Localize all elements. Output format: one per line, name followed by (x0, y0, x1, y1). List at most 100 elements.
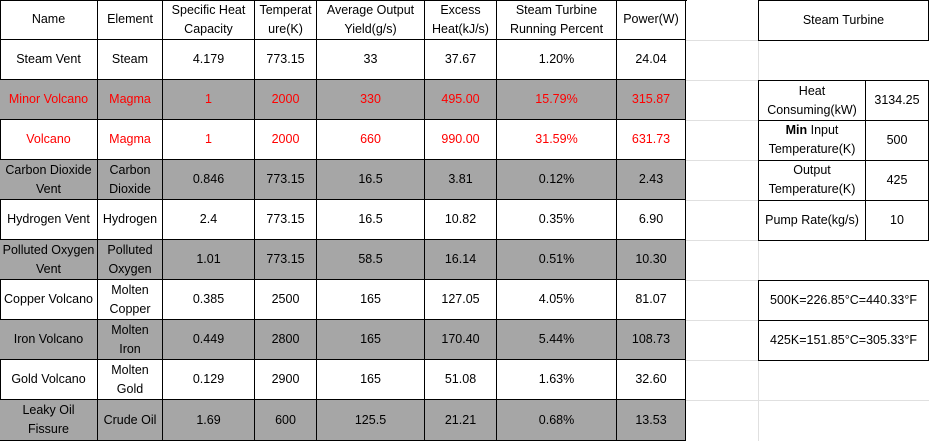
cell-text: 21.21 (444, 412, 477, 427)
cell-text: 127.05 (441, 292, 480, 306)
cell-text: 425 (886, 172, 908, 187)
data-cell: Molten Copper (98, 280, 163, 320)
data-cell: 21.21 (425, 400, 497, 441)
data-cell: 125.5 (317, 400, 425, 441)
data-cell: 2.43 (617, 160, 686, 200)
cell-text: 773.15 (266, 252, 305, 266)
data-cell: 990.00 (425, 120, 497, 160)
data-cell: 660 (317, 120, 425, 160)
cell-text: 773.15 (266, 172, 305, 186)
cell-text: 1 (205, 92, 212, 106)
param-value: 10 (866, 200, 929, 241)
cell-text: 2.4 (199, 212, 218, 226)
data-cell: 127.05 (425, 280, 497, 320)
cell-text: 15.79% (535, 92, 578, 106)
data-cell: 6.90 (617, 200, 686, 240)
data-cell: 0.385 (163, 280, 255, 320)
cell-text: Magma (109, 132, 151, 146)
data-cell: Molten Gold (98, 360, 163, 400)
label-text: Pump Rate(kg/s) (765, 211, 859, 230)
cell-text: Specific Heat Capacity (171, 2, 246, 36)
data-cell: 2.4 (163, 200, 255, 240)
data-cell: 2000 (255, 80, 317, 120)
data-cell: Carbon Dioxide (98, 160, 163, 200)
cell-text: Copper Volcano (4, 292, 93, 306)
cell-text: Element (107, 12, 153, 26)
param-label: Min Input Temperature(K) (758, 120, 866, 161)
cell-text: 165 (360, 332, 381, 346)
data-cell: 15.79% (497, 80, 617, 120)
cell-text: 0.68% (538, 412, 575, 427)
cell-text: 773.15 (266, 212, 305, 226)
cell-text: Steam Turbine (802, 13, 885, 27)
cell-text: 0.12% (538, 172, 575, 186)
cell-text: 5.44% (538, 332, 575, 346)
cell-text: 1.20% (538, 52, 575, 66)
cell-text: 600 (275, 412, 296, 427)
cell-text: Molten Iron (111, 322, 149, 356)
data-cell: 58.5 (317, 240, 425, 280)
data-cell: 773.15 (255, 240, 317, 280)
cell-text: 58.5 (358, 252, 383, 266)
data-cell: 37.67 (425, 40, 497, 80)
cell-text: 81.07 (635, 292, 667, 306)
header-cell: Excess Heat(kJ/s) (425, 0, 497, 40)
cell-text: 13.53 (635, 412, 667, 427)
data-cell: 10.30 (617, 240, 686, 280)
header-cell: Steam Turbine Running Percent (497, 0, 617, 40)
cell-text: 10.30 (635, 252, 667, 266)
data-cell: 495.00 (425, 80, 497, 120)
param-value: 3134.25 (866, 80, 929, 121)
data-cell: 0.35% (497, 200, 617, 240)
data-cell: 330 (317, 80, 425, 120)
cell-text: 773.15 (266, 52, 305, 66)
header-cell: Average Output Yield(g/s) (317, 0, 425, 40)
cell-text: Iron Volcano (13, 332, 84, 346)
cell-text: 495.00 (441, 92, 480, 106)
data-cell: 0.129 (163, 360, 255, 400)
cell-text: 2800 (271, 332, 300, 346)
cell-text: Magma (109, 92, 151, 106)
data-cell: Polluted Oxygen Vent (0, 240, 98, 280)
cell-text: 4.05% (538, 292, 575, 306)
label: Input Temperature(K) (768, 123, 856, 156)
cell-text: 0.846 (192, 172, 225, 186)
cell-text: 2500 (271, 292, 300, 306)
data-cell: Carbon Dioxide Vent (0, 160, 98, 200)
data-cell: 315.87 (617, 80, 686, 120)
data-cell: 600 (255, 400, 317, 441)
data-cell: Hydrogen (98, 200, 163, 240)
bold-text: Min (785, 123, 808, 137)
param-value: 425 (866, 160, 929, 201)
data-cell: 5.44% (497, 320, 617, 360)
conversion: 500K=226.85°C=440.33°F (758, 280, 929, 321)
cell-text: 165 (360, 292, 381, 306)
cell-text: 330 (360, 92, 381, 106)
cell-text: 16.5 (358, 212, 383, 226)
cell-text: Leaky Oil Fissure (22, 403, 75, 436)
cell-text: 315.87 (631, 92, 671, 106)
cell-text: 631.73 (631, 132, 671, 146)
cell-text: 2.43 (638, 172, 664, 186)
data-cell: 32.60 (617, 360, 686, 400)
label: Heat Consuming(kW) (767, 83, 857, 117)
cell-text: Molten Copper (109, 282, 151, 316)
cell-text: 2900 (271, 372, 300, 386)
cell-text: 0.51% (538, 252, 575, 266)
cell-text: Name (31, 12, 66, 26)
data-cell: 2000 (255, 120, 317, 160)
data-cell: Crude Oil (98, 400, 163, 441)
cell-text: Steam Turbine Running Percent (509, 2, 604, 36)
gridline (686, 400, 929, 401)
cell-text: 6.90 (638, 212, 664, 226)
cell-text: 1.63% (538, 372, 575, 386)
header-cell: Element (98, 0, 163, 40)
param-value: 500 (866, 120, 929, 161)
data-cell: 773.15 (255, 200, 317, 240)
data-cell: Volcano (0, 120, 98, 160)
data-cell: 1.20% (497, 40, 617, 80)
param-label: Heat Consuming(kW) (758, 80, 866, 121)
cell-text: Hydrogen (102, 212, 158, 226)
cell-text: 51.08 (444, 372, 477, 386)
